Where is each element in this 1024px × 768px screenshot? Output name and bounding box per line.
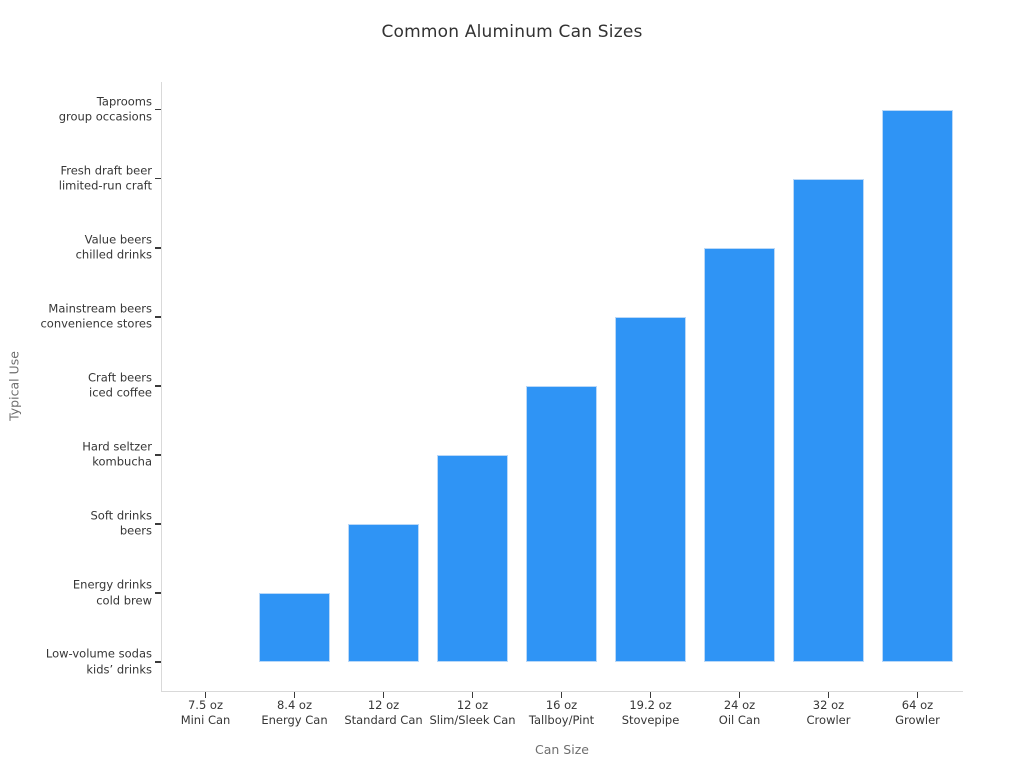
x-tick-6 <box>738 692 741 698</box>
x-axis-spine <box>161 691 963 692</box>
y-tick-5 <box>155 316 161 318</box>
y-tick-label-1: Energy drinks cold brew <box>72 577 152 608</box>
bar-3 <box>436 454 509 662</box>
y-tick-label-5: Mainstream beers convenience stores <box>40 301 152 331</box>
x-tick-label-6: 24 oz Oil Can <box>718 697 761 728</box>
x-tick-label-1: 8.4 oz Energy Can <box>261 697 328 728</box>
y-tick-label-3: Hard seltzer kombucha <box>82 439 152 469</box>
y-tick-label-7: Fresh draft beer limited-run craft <box>58 163 152 193</box>
x-tick-label-5: 19.2 oz Stovepipe <box>621 697 680 728</box>
y-tick-label-6: Value beers chilled drinks <box>75 232 152 262</box>
bar-4 <box>525 385 598 662</box>
bar-2 <box>347 523 420 662</box>
x-tick-label-4: 16 oz Tallboy/Pint <box>528 697 595 728</box>
y-tick-label-2: Soft drinks beers <box>90 508 152 538</box>
x-tick-label-0: 7.5 oz Mini Can <box>180 697 231 728</box>
y-tick-label-4: Craft beers iced coffee <box>88 370 152 400</box>
y-tick-label-0: Low-volume sodas kids’ drinks <box>45 646 152 677</box>
y-tick-8 <box>155 108 161 111</box>
x-tick-label-2: 12 oz Standard Can <box>344 697 423 728</box>
x-tick-label-7: 32 oz Crowler <box>806 697 851 728</box>
y-tick-6 <box>155 247 161 249</box>
x-tick-7 <box>827 692 830 698</box>
y-tick-2 <box>155 523 161 525</box>
plot-area <box>161 82 962 691</box>
bar-8 <box>881 109 954 662</box>
x-tick-2 <box>382 692 385 698</box>
y-tick-0 <box>155 661 161 663</box>
y-tick-label-8: Taprooms group occasions <box>58 94 152 124</box>
x-tick-1 <box>293 692 296 698</box>
y-tick-7 <box>155 177 161 180</box>
y-tick-3 <box>155 454 161 456</box>
x-tick-0 <box>204 692 207 698</box>
bar-6 <box>703 247 776 662</box>
x-tick-5 <box>649 692 652 698</box>
bar-1 <box>258 593 331 662</box>
chart-title: Common Aluminum Can Sizes <box>381 22 643 42</box>
bar-7 <box>792 178 865 662</box>
y-tick-1 <box>155 592 161 594</box>
x-tick-4 <box>560 692 563 698</box>
y-tick-4 <box>155 385 161 387</box>
x-tick-label-8: 64 oz Growler <box>895 697 940 728</box>
x-axis-title: Can Size <box>535 742 589 757</box>
y-axis-spine <box>161 82 162 692</box>
x-tick-3 <box>471 692 474 698</box>
x-tick-8 <box>916 692 919 698</box>
x-tick-label-3: 12 oz Slim/Sleek Can <box>429 697 516 728</box>
bar-5 <box>614 316 687 662</box>
